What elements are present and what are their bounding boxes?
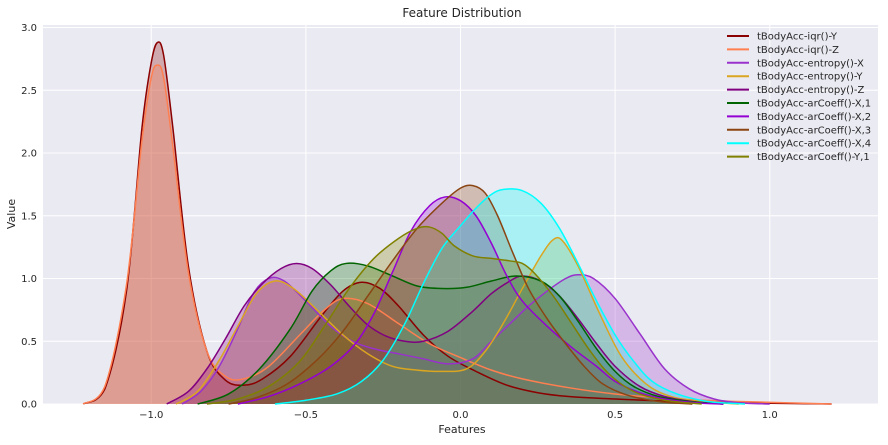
- density-lines: [82, 41, 832, 405]
- legend-label: tBodyAcc-arCoeff()-Y,1: [757, 152, 870, 163]
- x-axis-label: Features: [438, 423, 486, 436]
- legend-label: tBodyAcc-arCoeff()-X,3: [757, 125, 871, 136]
- y-axis-ticks: 0.0 0.5 1.0 1.5 2.0 2.5 3.0: [21, 23, 37, 410]
- legend-label: tBodyAcc-iqr()-Z: [757, 45, 839, 56]
- x-tick-label: 0.0: [453, 410, 469, 421]
- density-line-4: [166, 262, 724, 405]
- legend-label: tBodyAcc-iqr()-Y: [757, 32, 838, 43]
- density-line-1: [82, 64, 832, 405]
- legend: tBodyAcc-iqr()-Y tBodyAcc-iqr()-Z tBodyAcc…: [727, 32, 871, 163]
- density-area-5: [197, 263, 724, 404]
- grid-lines: [43, 25, 878, 405]
- density-line-0: [82, 41, 832, 405]
- density-area-6: [237, 196, 724, 404]
- y-tick-label: 3.0: [21, 23, 37, 34]
- density-area-2: [182, 274, 770, 404]
- x-tick-label: 0.5: [607, 410, 623, 421]
- density-line-9: [206, 225, 702, 405]
- x-tick-label: −1.0: [139, 410, 163, 421]
- x-tick-label: 1.0: [762, 410, 778, 421]
- density-line-3: [175, 236, 739, 405]
- density-area-0: [83, 41, 832, 404]
- density-area-8: [274, 188, 746, 404]
- legend-label: tBodyAcc-arCoeff()-X,2: [757, 112, 871, 123]
- y-tick-label: 1.0: [21, 274, 37, 285]
- legend-label: tBodyAcc-arCoeff()-X,1: [757, 99, 871, 110]
- legend-label: tBodyAcc-entropy()-Y: [757, 72, 863, 83]
- density-area-7: [228, 185, 693, 404]
- y-tick-label: 0.0: [21, 400, 37, 411]
- x-axis-ticks: −1.0 −0.5 0.0 0.5 1.0: [139, 410, 778, 421]
- density-area-1: [83, 65, 832, 404]
- density-line-5: [197, 262, 724, 405]
- y-axis-label: Value: [5, 199, 18, 229]
- y-tick-label: 1.5: [21, 211, 37, 222]
- density-line-7: [228, 184, 693, 405]
- density-line-8: [274, 188, 746, 405]
- legend-label: tBodyAcc-entropy()-X: [757, 58, 864, 69]
- y-tick-label: 2.5: [21, 86, 37, 97]
- legend-label: tBodyAcc-entropy()-Z: [757, 85, 865, 96]
- legend-label: tBodyAcc-arCoeff()-X,4: [757, 139, 871, 150]
- x-tick-label: −0.5: [294, 410, 318, 421]
- y-tick-label: 2.0: [21, 149, 37, 160]
- y-tick-label: 0.5: [21, 337, 37, 348]
- chart-title: Feature Distribution: [402, 6, 521, 20]
